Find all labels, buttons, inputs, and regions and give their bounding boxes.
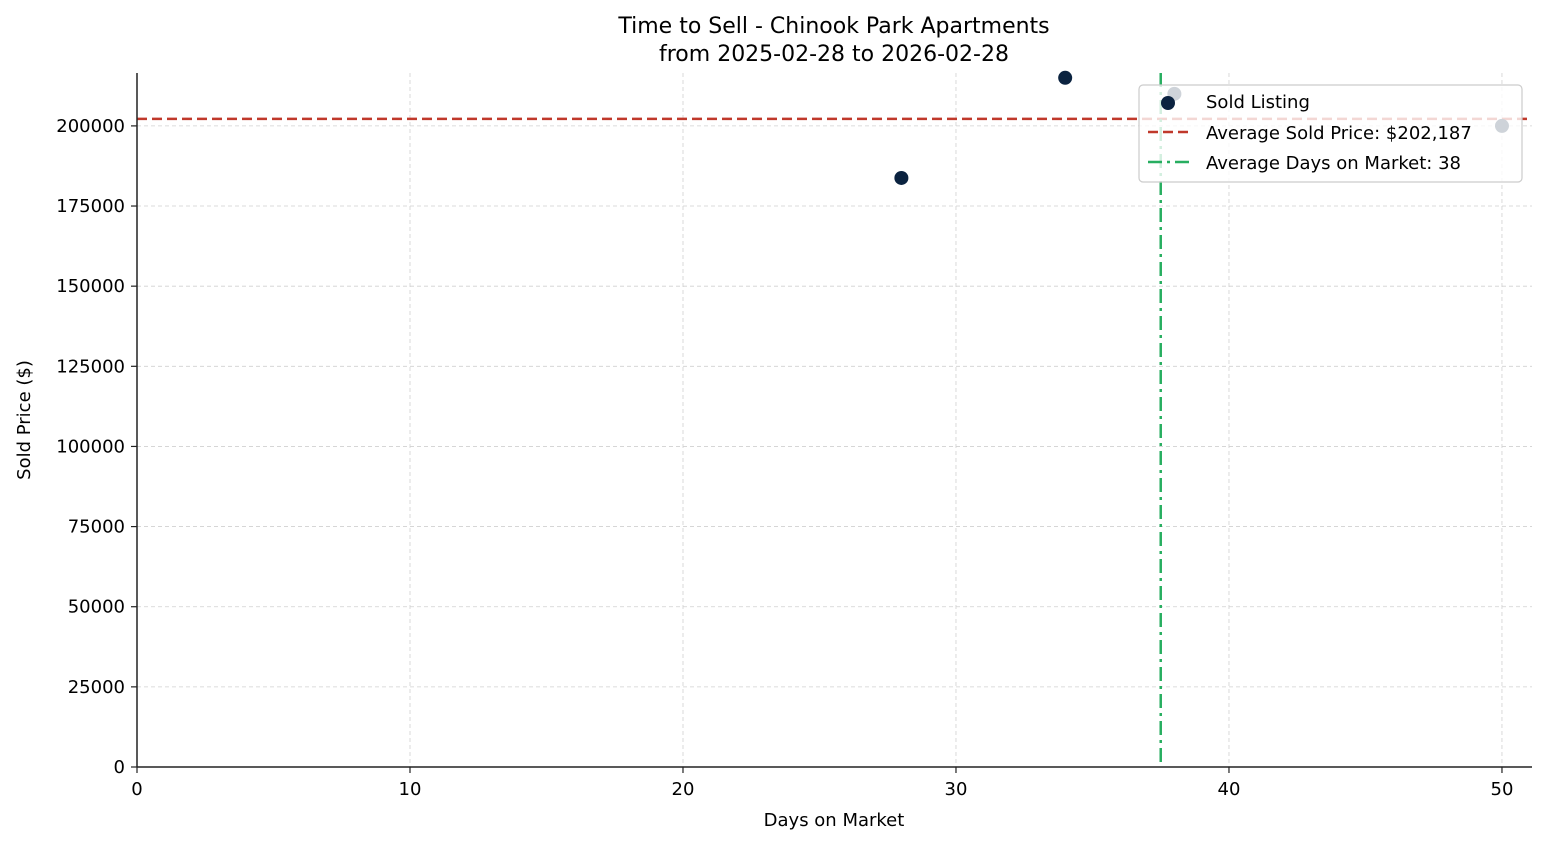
x-tick-label: 40 bbox=[1218, 779, 1241, 800]
x-tick-label: 20 bbox=[672, 779, 695, 800]
x-tick-label: 10 bbox=[399, 779, 422, 800]
data-point bbox=[1058, 70, 1073, 85]
x-tick-label: 50 bbox=[1491, 779, 1514, 800]
x-axis-label: Days on Market bbox=[764, 810, 905, 831]
legend-marker-icon bbox=[1161, 96, 1175, 110]
legend: Sold Listing Average Sold Price: $202,187… bbox=[1138, 84, 1523, 183]
y-tick-label: 75000 bbox=[68, 517, 125, 538]
legend-entry: Sold Listing bbox=[1206, 92, 1310, 113]
x-tick-label: 0 bbox=[131, 779, 142, 800]
y-tick-label: 0 bbox=[114, 757, 125, 778]
y-tick-label: 50000 bbox=[68, 597, 125, 618]
y-axis-label: Sold Price ($) bbox=[14, 360, 35, 480]
y-tick-label: 25000 bbox=[68, 677, 125, 698]
chart-subtitle: from 2025-02-28 to 2026-02-28 bbox=[659, 42, 1009, 67]
legend-entry: Average Sold Price: $202,187 bbox=[1206, 123, 1472, 144]
x-tick-label: 30 bbox=[945, 779, 968, 800]
y-tick-label: 150000 bbox=[56, 276, 125, 297]
y-tick-label: 200000 bbox=[56, 116, 125, 137]
chart-title: Time to Sell - Chinook Park Apartments bbox=[617, 14, 1049, 39]
y-tick-label: 175000 bbox=[56, 196, 125, 217]
data-point bbox=[894, 170, 909, 185]
y-tick-label: 125000 bbox=[56, 356, 125, 377]
legend-entry: Average Days on Market: 38 bbox=[1206, 153, 1461, 174]
axes: 0 10 20 30 40 50 0 25000 50000 75000 100000 125000 1… bbox=[56, 73, 1532, 800]
y-tick-label: 100000 bbox=[56, 436, 125, 457]
